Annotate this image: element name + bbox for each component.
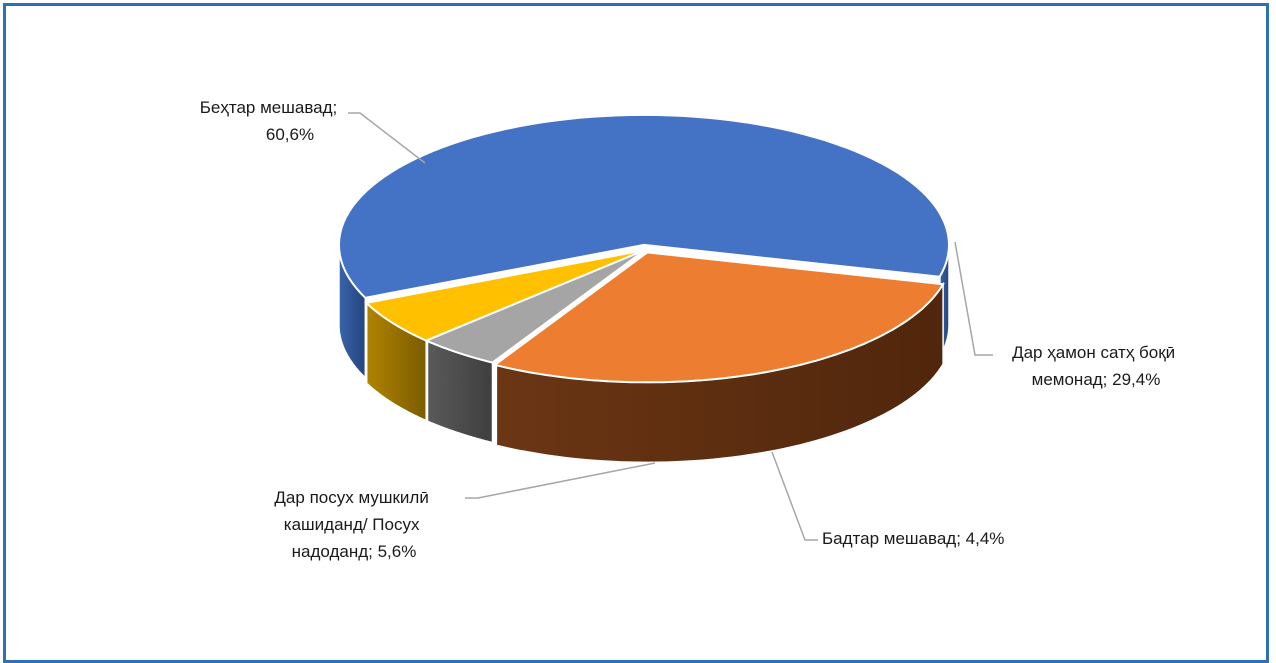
pie-slice-2 xyxy=(423,249,646,364)
leader-line-0 xyxy=(348,112,426,164)
data-label-slice-1: Дар ҳамон сатҳ боқӣ мемонад; 29,4% xyxy=(1012,343,1180,389)
pie-slice-0 xyxy=(337,113,951,299)
leader-line-2 xyxy=(771,451,818,541)
leader-line-3 xyxy=(465,462,656,499)
pie-slice-1 xyxy=(492,251,945,384)
pie-slice-3 xyxy=(364,249,646,342)
data-label-slice-3: Дар посух мушкилӣ кашиданд/ Посух надода… xyxy=(274,488,433,561)
leader-lines xyxy=(348,112,993,541)
data-label-slice-0: Беҳтар мешавад; 60,6% xyxy=(200,98,342,144)
data-label-slice-2: Бадтар мешавад; 4,4% xyxy=(822,529,1004,548)
leader-line-1 xyxy=(954,241,993,356)
slice-tops xyxy=(337,113,951,384)
